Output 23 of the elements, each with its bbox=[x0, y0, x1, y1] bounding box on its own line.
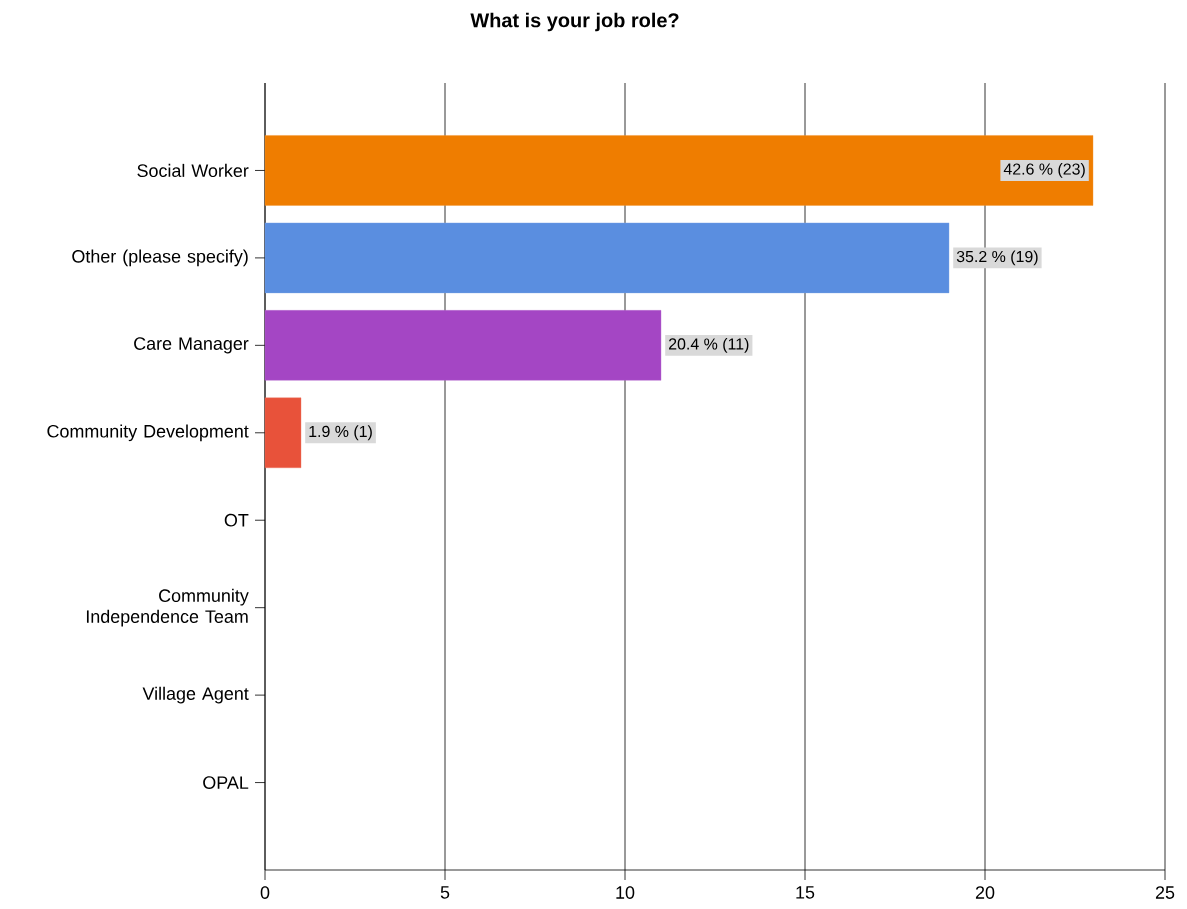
y-tick-label: Other (please specify) bbox=[72, 249, 248, 267]
y-tick-label: OPAL bbox=[203, 776, 249, 789]
y-tick-label: Village Agent bbox=[142, 686, 249, 704]
y-tick-label: Social Worker bbox=[137, 163, 249, 178]
y-tick-label: Community Independence Team bbox=[86, 588, 249, 627]
chart-title: What is your job role? bbox=[470, 12, 679, 32]
bar bbox=[264, 310, 662, 381]
bar bbox=[264, 135, 1094, 206]
x-tick-label: 10 bbox=[616, 886, 635, 899]
bar bbox=[264, 397, 302, 468]
x-tick-label: 0 bbox=[260, 886, 270, 899]
y-tick-label: OT bbox=[224, 513, 249, 527]
bar bbox=[264, 222, 950, 294]
x-tick-label: 5 bbox=[440, 886, 450, 899]
x-tick-label: 25 bbox=[1155, 886, 1175, 899]
x-tick-label: 15 bbox=[796, 886, 815, 899]
data-label: 1.9 % (1) bbox=[309, 425, 372, 441]
y-tick-label: Community Development bbox=[47, 424, 249, 442]
y-tick-label: Care Manager bbox=[134, 337, 249, 354]
data-label: 35.2 % (19) bbox=[956, 250, 1038, 266]
x-tick-label: 20 bbox=[975, 886, 995, 899]
data-label: 20.4 % (11) bbox=[669, 337, 749, 353]
data-label: 42.6 % (23) bbox=[1003, 163, 1085, 178]
